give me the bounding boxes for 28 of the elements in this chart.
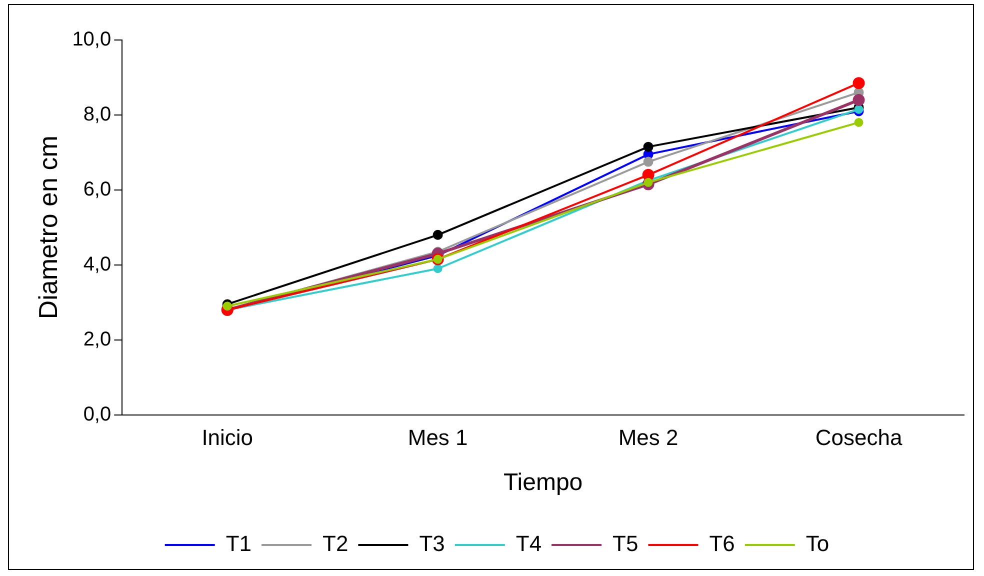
y-tick-label: 8,0 bbox=[83, 103, 112, 126]
point bbox=[433, 264, 442, 274]
x-axis-title: Tiempo bbox=[503, 469, 583, 496]
legend-label: T5 bbox=[612, 531, 638, 556]
legend-label: T1 bbox=[226, 531, 252, 556]
y-tick-label: 2,0 bbox=[83, 328, 112, 350]
y-tick-label: 10,0 bbox=[72, 28, 112, 51]
legend-label: T3 bbox=[419, 531, 445, 556]
y-axis-title: Diametro en cm bbox=[32, 136, 63, 320]
legend-label: T2 bbox=[322, 531, 348, 556]
point bbox=[854, 104, 864, 114]
y-tick-label: 6,0 bbox=[83, 178, 112, 200]
legend-label: To bbox=[806, 531, 830, 556]
legend-label: T6 bbox=[709, 531, 735, 556]
point bbox=[854, 118, 864, 127]
point bbox=[643, 156, 654, 167]
point bbox=[852, 77, 865, 90]
y-tick-label: 0,0 bbox=[83, 403, 112, 426]
y-tick-label: 4,0 bbox=[83, 253, 112, 276]
point bbox=[222, 302, 232, 311]
x-tick-label: Inicio bbox=[202, 425, 254, 450]
x-tick-label: Cosecha bbox=[815, 425, 903, 450]
point bbox=[852, 94, 865, 106]
x-tick-label: Mes 1 bbox=[408, 425, 468, 450]
legend-label: T4 bbox=[516, 531, 542, 556]
point bbox=[432, 230, 443, 240]
point bbox=[643, 142, 654, 152]
x-tick-label: Mes 2 bbox=[618, 425, 678, 450]
